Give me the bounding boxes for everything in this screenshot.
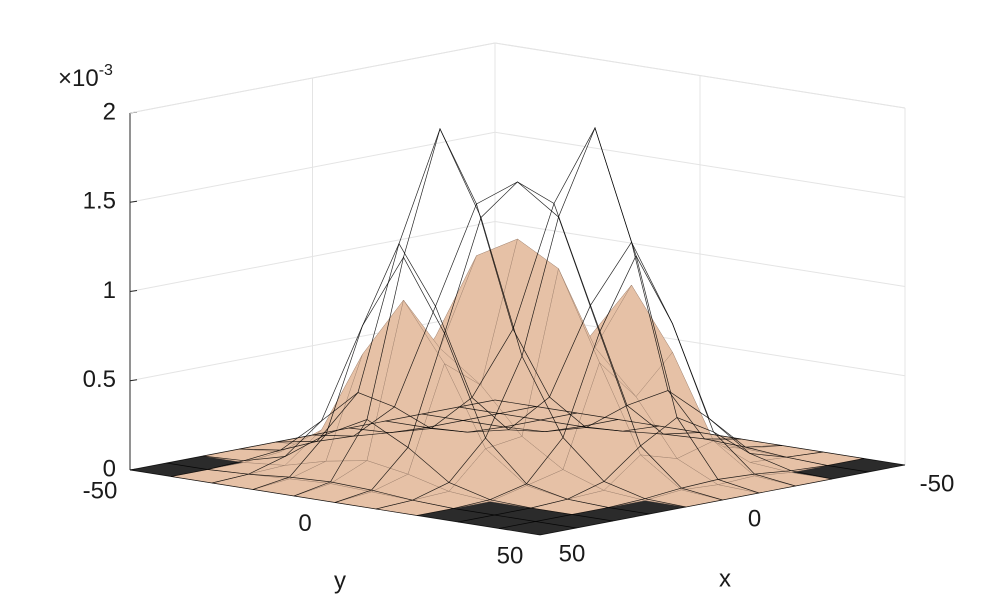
mesh-line [129,469,541,536]
box-edge [494,42,906,109]
mesh-line [275,127,687,508]
mesh-line [421,390,833,480]
z-tick-label: 1.5 [83,188,116,215]
box-edge [129,42,496,114]
x-tick-label: 50 [559,540,586,567]
z-multiplier: ×10-3 [58,62,113,92]
x-axis-label: x [719,565,731,592]
x-tick-label: 0 [748,505,761,532]
y-tick-label: 0 [298,510,311,537]
y-tick-label: -50 [83,477,118,504]
z-tick [129,200,138,203]
y-axis-label: y [334,567,346,594]
mesh-line [312,181,723,501]
z-tick-label: 0.5 [83,366,116,393]
y-tick-label: 50 [497,542,524,569]
z-tick-label: 0 [103,455,116,482]
z-tick [129,379,138,382]
z-tick-label: 2 [103,98,116,125]
z-tick-label: 1 [103,277,116,304]
mesh-line [202,419,614,522]
mesh-line [348,127,760,494]
mesh-line [385,241,796,487]
x-tick-label: -50 [920,470,955,497]
mesh-line [166,462,577,529]
mesh-line [494,399,906,466]
z-multiplier-exponent: -3 [99,62,113,79]
mesh-line [239,256,650,515]
z-tick [129,290,138,292]
z-multiplier-base: ×10 [58,65,99,92]
mesh-line [458,406,869,473]
